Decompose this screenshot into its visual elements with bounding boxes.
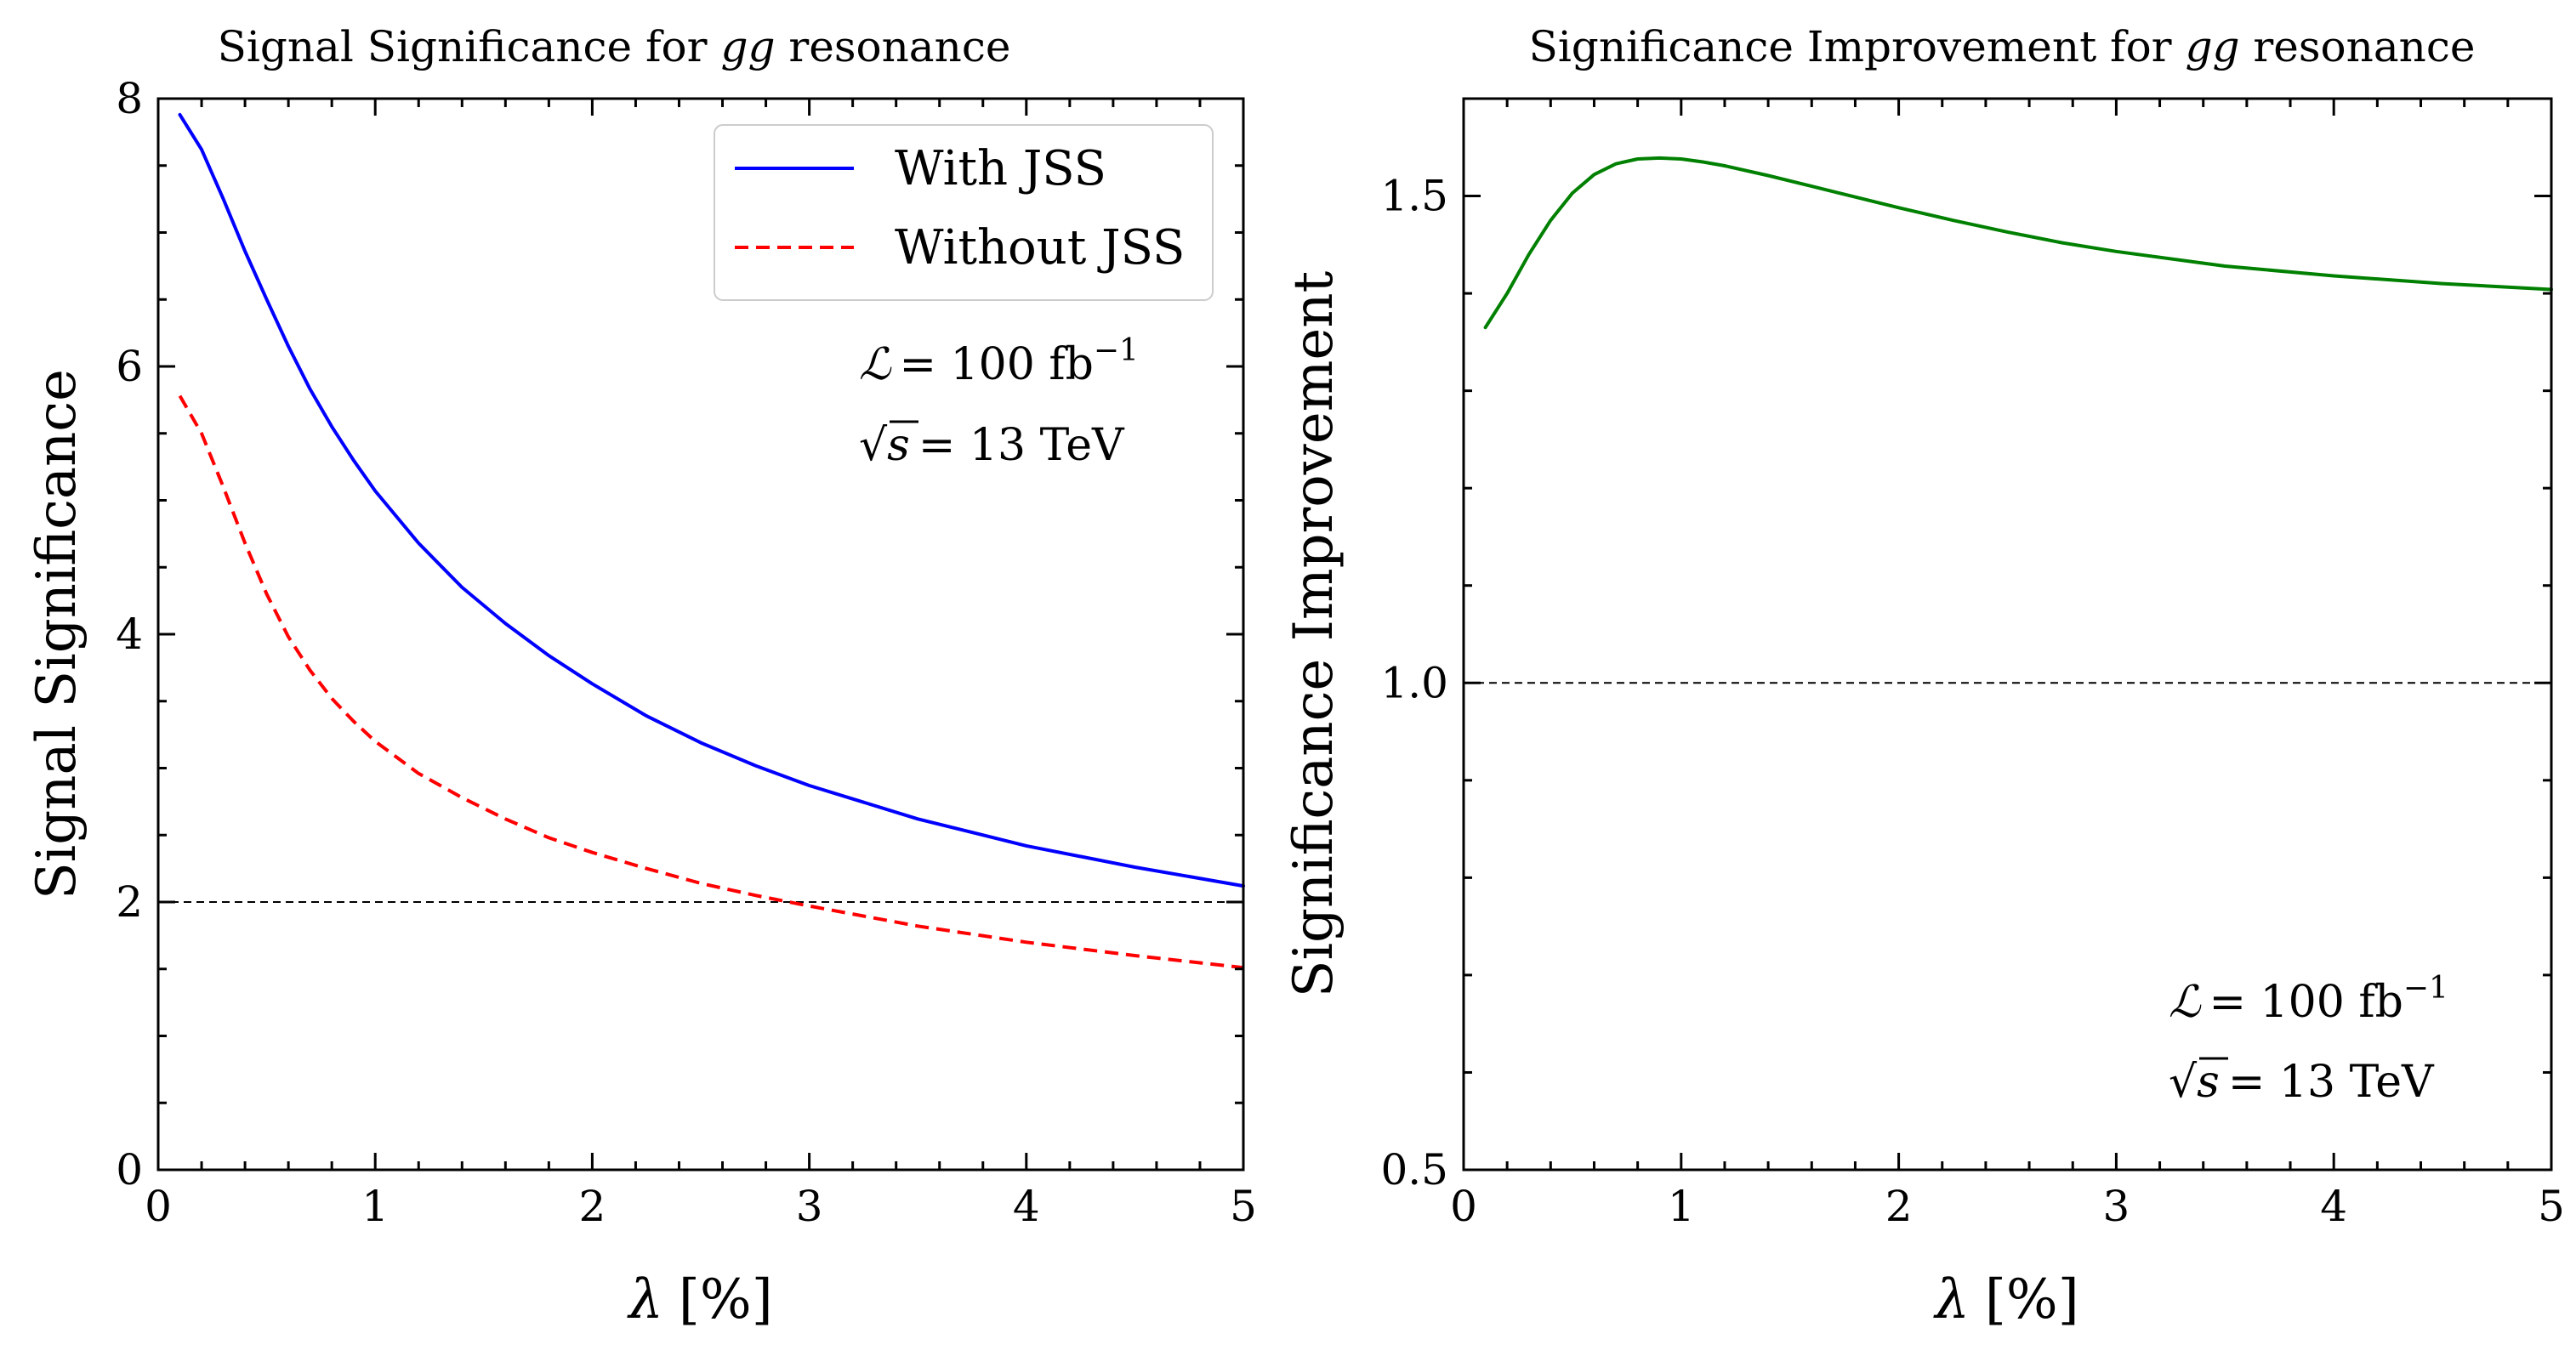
left-x-tick-label: 3 [796, 1182, 823, 1231]
right-annotation: ℒ = 100 fb−1 √s = 13 TeV [2169, 971, 2448, 1108]
left-annotation: ℒ = 100 fb−1 √s = 13 TeV [859, 333, 1139, 471]
left-tick-layer: 0 1 2 3 4 5 0 2 4 6 8 [116, 74, 1257, 1231]
left-y-tick-label: 0 [116, 1145, 143, 1194]
left-y-tick-label: 2 [116, 877, 143, 927]
left-chart-panel: Signal Significance for gg resonance 0 1 2… [26, 22, 1257, 1331]
right-x-tick-label: 2 [1885, 1182, 1913, 1231]
right-x-tick-label: 4 [2320, 1182, 2347, 1231]
right-luminosity-label: ℒ = 100 fb−1 [2169, 971, 2448, 1028]
right-series-layer [1464, 156, 2553, 684]
left-x-tick-label: 2 [578, 1182, 606, 1231]
right-x-tick-label: 0 [1450, 1182, 1477, 1231]
legend-label-with-jss: With JSS [895, 141, 1106, 196]
left-energy-label: √s = 13 TeV [859, 420, 1125, 471]
right-x-tick-label: 3 [2102, 1182, 2130, 1231]
left-chart-title: Signal Significance for gg resonance [218, 22, 1011, 71]
left-series-line-with-jss [178, 112, 1245, 888]
right-energy-label: √s = 13 TeV [2169, 1057, 2435, 1108]
left-y-tick-label: 6 [116, 342, 143, 391]
right-x-axis-label: λ [%] [1932, 1268, 2078, 1331]
right-series-line-improvement [1483, 156, 2553, 330]
left-series-layer [158, 112, 1245, 970]
right-chart-title: Significance Improvement for gg resonanc… [1529, 22, 2476, 71]
left-y-axis-label: Signal Significance [26, 369, 88, 899]
right-y-axis-label: Significance Improvement [1282, 270, 1345, 997]
right-plot-frame [1462, 97, 2553, 1172]
left-y-tick-label: 8 [116, 74, 143, 123]
right-x-tick-label: 5 [2538, 1182, 2565, 1231]
left-y-tick-label: 4 [116, 610, 143, 659]
left-legend: With JSS Without JSS [714, 124, 1214, 301]
legend-label-without-jss: Without JSS [895, 220, 1185, 275]
left-x-tick-label: 5 [1230, 1182, 1257, 1231]
right-chart-panel: Significance Improvement for gg resonanc… [1282, 22, 2565, 1331]
right-tick-layer: 0 1 2 3 4 5 0.5 1.0 1.5 [1380, 97, 2565, 1231]
right-y-tick-label: 0.5 [1380, 1145, 1448, 1194]
left-x-tick-label: 0 [145, 1182, 172, 1231]
right-y-tick-label: 1.0 [1380, 658, 1448, 707]
right-y-tick-label: 1.5 [1380, 172, 1448, 221]
left-x-axis-label: λ [%] [626, 1268, 772, 1331]
left-x-tick-label: 4 [1013, 1182, 1040, 1231]
left-x-tick-label: 1 [361, 1182, 389, 1231]
left-series-line-without-jss [178, 394, 1244, 970]
left-luminosity-label: ℒ = 100 fb−1 [859, 333, 1139, 390]
right-x-tick-label: 1 [1668, 1182, 1695, 1231]
